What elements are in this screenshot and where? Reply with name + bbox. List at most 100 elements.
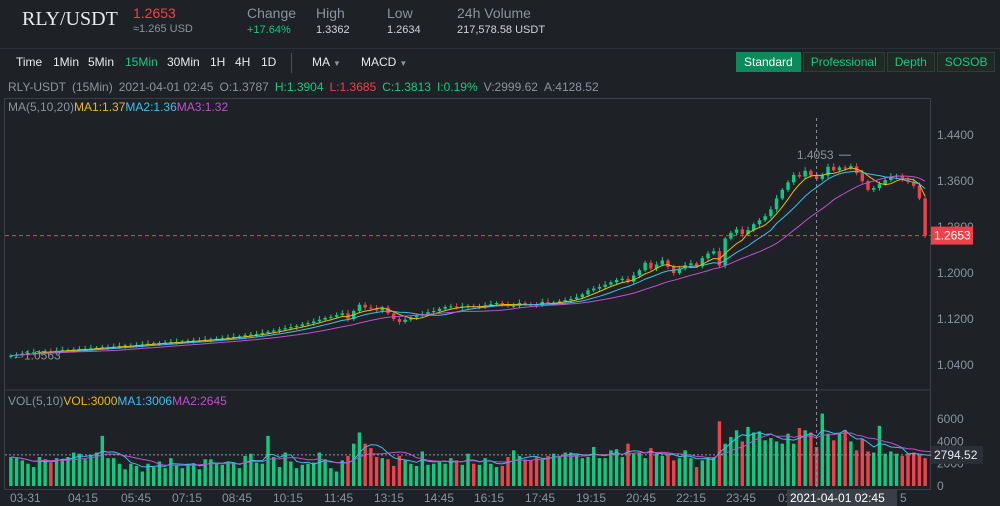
candle-body <box>557 301 562 303</box>
volume-bar <box>854 450 859 486</box>
info-datetime: 2021-04-01 02:45 <box>118 80 214 94</box>
interval-5min[interactable]: 5Min <box>88 55 115 69</box>
candle-body <box>306 323 310 325</box>
volume-bar <box>243 455 247 486</box>
chart-panel[interactable] <box>4 98 931 490</box>
volume-bar <box>620 457 624 486</box>
candle-body <box>294 325 299 328</box>
volume-bar <box>420 451 424 486</box>
volume-bar <box>392 465 396 486</box>
ma1-line <box>10 167 926 357</box>
vol-legend: VOL(5,10)VOL:3000MA1:3006MA2:2645 <box>8 394 227 408</box>
candle-body <box>649 262 653 269</box>
volume-bar <box>489 463 493 486</box>
candle-body <box>523 302 527 305</box>
volume-bar <box>649 448 653 486</box>
volume-bar <box>180 468 184 486</box>
volume-bar <box>666 454 670 486</box>
pair-title[interactable]: RLY/USDT <box>22 8 118 30</box>
candle-body <box>729 232 733 239</box>
interval-30min[interactable]: 30Min <box>167 55 200 69</box>
sub-indicator-select[interactable]: MACD ▼ <box>361 55 407 69</box>
interval-4h[interactable]: 4H <box>235 55 251 69</box>
toolbar-divider <box>291 53 292 73</box>
candle-body <box>369 307 373 309</box>
candle-body <box>763 216 767 221</box>
candle-body <box>586 290 590 295</box>
volume-bar <box>129 463 133 486</box>
candle-body <box>786 182 790 190</box>
candle-body <box>872 188 876 190</box>
candle-body <box>860 173 864 182</box>
price-axis-label: 1.1200 <box>937 312 974 326</box>
candle-body <box>643 262 647 271</box>
current-volume-tag <box>931 445 983 464</box>
volume-bar <box>912 452 916 486</box>
crosshair-time-tag <box>787 489 897 506</box>
volume-bar <box>700 460 704 486</box>
interval-time[interactable]: Time <box>16 55 43 69</box>
ma-legend: MA(5,10,20)MA1:1.37MA2:1.36MA3:1.32 <box>8 100 228 114</box>
candle-body <box>774 198 779 210</box>
info-increase: I:0.19% <box>436 80 478 94</box>
info-close: C:1.3813 <box>382 80 431 94</box>
candle-body <box>260 332 264 334</box>
volume-bar <box>169 458 173 486</box>
price-axis-label: 1.4400 <box>937 128 974 142</box>
time-axis-label: 08:45 <box>222 491 252 505</box>
volume-bar <box>369 448 373 486</box>
candle-body <box>632 275 636 282</box>
time-axis-label: 05:45 <box>121 491 151 505</box>
interval-1h[interactable]: 1H <box>210 55 226 69</box>
volume-bar <box>340 460 344 486</box>
view-sosob[interactable]: SOSOB <box>936 52 996 72</box>
candle-body <box>312 321 316 324</box>
volume-bar <box>272 457 276 486</box>
candle-body <box>546 301 550 303</box>
candle-body <box>889 176 893 181</box>
candle-body <box>706 253 710 259</box>
time-axis-label: 17:45 <box>525 491 555 505</box>
time-axis-label: 07:15 <box>172 491 202 505</box>
interval-1d[interactable]: 1D <box>261 55 277 69</box>
view-depth[interactable]: Depth <box>886 52 935 72</box>
volume-bar <box>569 452 573 486</box>
candle-body <box>814 175 819 179</box>
candle-body <box>192 340 196 342</box>
volume-bar <box>517 455 522 486</box>
candle-body <box>283 328 287 330</box>
candle-body <box>614 280 619 283</box>
volume-bar <box>437 461 442 486</box>
time-axis-label: 04:15 <box>68 491 98 505</box>
volume-bar <box>94 452 99 486</box>
candle-body <box>272 330 276 332</box>
candle-body <box>809 170 813 176</box>
candle-body <box>152 343 156 345</box>
volume-bar <box>563 452 567 486</box>
volume-bar <box>203 459 207 486</box>
volume-bar <box>157 461 162 486</box>
candle-body <box>917 185 922 199</box>
time-axis-label: 20:45 <box>626 491 656 505</box>
volume-bar <box>449 458 453 486</box>
volume-bar <box>220 464 224 486</box>
view-professional[interactable]: Professional <box>802 52 885 72</box>
volume-bar <box>546 455 550 486</box>
candle-body <box>792 174 796 183</box>
chevron-down-icon: ▼ <box>399 59 408 68</box>
volume-bar <box>609 450 613 486</box>
candle-body <box>609 282 613 285</box>
volume-bar <box>163 468 167 486</box>
interval-1min[interactable]: 1Min <box>53 55 80 69</box>
volume-bar <box>146 463 150 486</box>
volume-bar <box>454 460 459 486</box>
vol-ma2-legend: MA2:2645 <box>172 394 227 408</box>
candle-body <box>740 229 744 235</box>
current-price-tag <box>931 226 973 245</box>
main-indicator-select[interactable]: MA ▼ <box>312 55 341 69</box>
high-marker-label: 1.4053 <box>797 148 834 162</box>
view-standard[interactable]: Standard <box>736 52 801 72</box>
volume-bar <box>792 443 796 486</box>
interval-15min[interactable]: 15Min <box>125 55 158 69</box>
